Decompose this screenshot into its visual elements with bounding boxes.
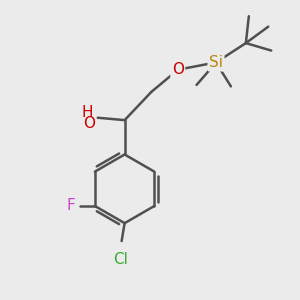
Text: O: O [172, 62, 184, 77]
Text: Cl: Cl [113, 251, 128, 266]
Text: O: O [83, 116, 95, 130]
Text: H: H [82, 105, 93, 120]
Text: Si: Si [209, 55, 223, 70]
Text: F: F [66, 199, 75, 214]
